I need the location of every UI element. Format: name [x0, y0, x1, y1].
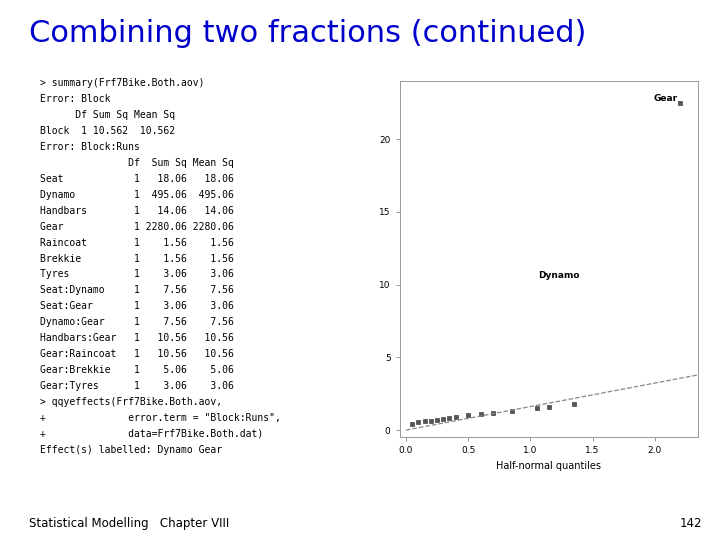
- Text: Handbars        1   14.06   14.06: Handbars 1 14.06 14.06: [40, 206, 233, 216]
- X-axis label: Half-normal quantiles: Half-normal quantiles: [497, 461, 601, 471]
- Text: Gear:Tyres      1    3.06    3.06: Gear:Tyres 1 3.06 3.06: [40, 381, 233, 391]
- Text: Handbars:Gear   1   10.56   10.56: Handbars:Gear 1 10.56 10.56: [40, 333, 233, 343]
- Text: Df  Sum Sq Mean Sq: Df Sum Sq Mean Sq: [40, 158, 233, 168]
- Text: +              data=Frf7Bike.Both.dat): + data=Frf7Bike.Both.dat): [40, 429, 263, 439]
- Text: Dynamo          1  495.06  495.06: Dynamo 1 495.06 495.06: [40, 190, 233, 200]
- Text: > qqyeffects(Frf7Bike.Both.aov,: > qqyeffects(Frf7Bike.Both.aov,: [40, 397, 222, 407]
- Text: 142: 142: [680, 517, 702, 530]
- Text: > summary(Frf7Bike.Both.aov): > summary(Frf7Bike.Both.aov): [40, 78, 204, 89]
- Text: Gear            1 2280.06 2280.06: Gear 1 2280.06 2280.06: [40, 221, 233, 232]
- Text: Brekkie         1    1.56    1.56: Brekkie 1 1.56 1.56: [40, 254, 233, 264]
- Text: Combining two fractions (continued): Combining two fractions (continued): [29, 19, 586, 48]
- Text: Gear: Gear: [653, 94, 678, 103]
- Text: Gear:Brekkie    1    5.06    5.06: Gear:Brekkie 1 5.06 5.06: [40, 365, 233, 375]
- Text: Statistical Modelling   Chapter VIII: Statistical Modelling Chapter VIII: [29, 517, 229, 530]
- Text: Effect(s) labelled: Dynamo Gear: Effect(s) labelled: Dynamo Gear: [40, 445, 222, 455]
- Text: +              error.term = "Block:Runs",: + error.term = "Block:Runs",: [40, 413, 281, 423]
- Text: Dynamo:Gear     1    7.56    7.56: Dynamo:Gear 1 7.56 7.56: [40, 317, 233, 327]
- Text: Dynamo: Dynamo: [538, 271, 580, 280]
- Text: Raincoat        1    1.56    1.56: Raincoat 1 1.56 1.56: [40, 238, 233, 248]
- Text: Df Sum Sq Mean Sq: Df Sum Sq Mean Sq: [40, 110, 175, 120]
- Text: Seat            1   18.06   18.06: Seat 1 18.06 18.06: [40, 174, 233, 184]
- Text: Gear:Raincoat   1   10.56   10.56: Gear:Raincoat 1 10.56 10.56: [40, 349, 233, 359]
- Text: Error: Block: Error: Block: [40, 94, 110, 104]
- Text: Seat:Dynamo     1    7.56    7.56: Seat:Dynamo 1 7.56 7.56: [40, 285, 233, 295]
- Text: Error: Block:Runs: Error: Block:Runs: [40, 142, 140, 152]
- Text: Tyres           1    3.06    3.06: Tyres 1 3.06 3.06: [40, 269, 233, 280]
- Text: Seat:Gear       1    3.06    3.06: Seat:Gear 1 3.06 3.06: [40, 301, 233, 312]
- Text: Block  1 10.562  10.562: Block 1 10.562 10.562: [40, 126, 175, 136]
